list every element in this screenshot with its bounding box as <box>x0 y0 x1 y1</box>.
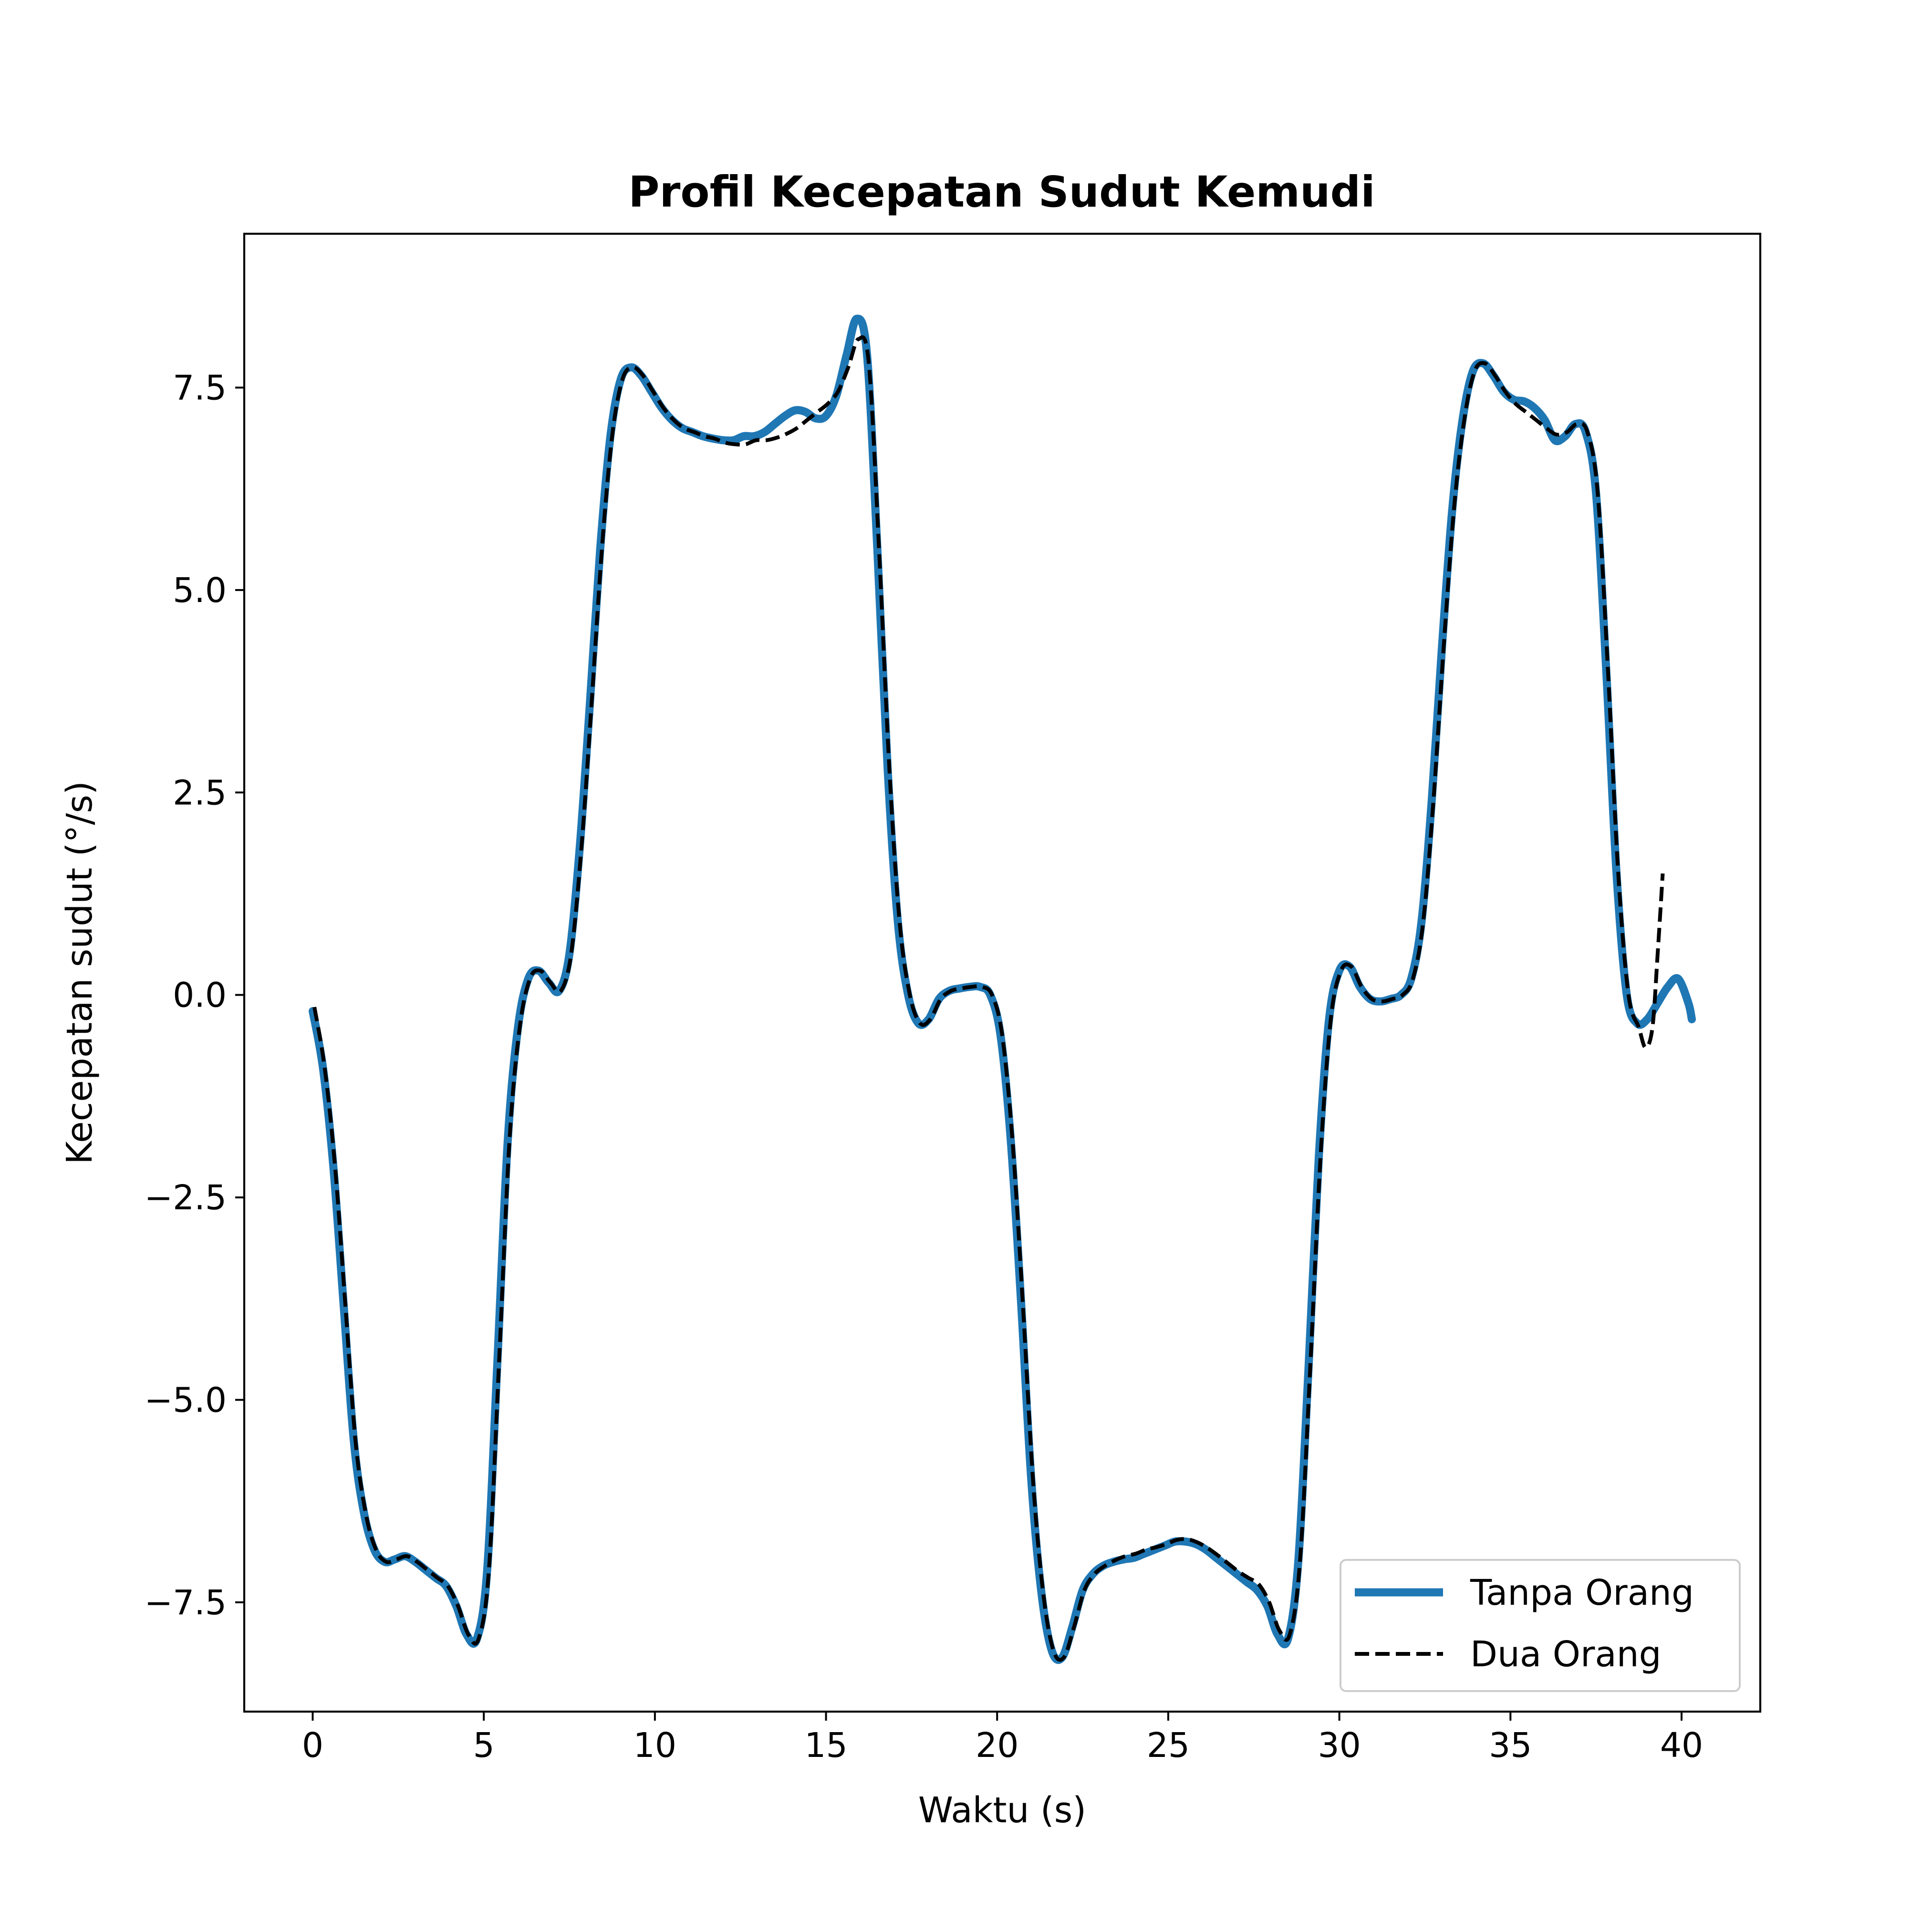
x-tick-label: 0 <box>302 1725 323 1765</box>
x-tick-label: 10 <box>634 1725 676 1765</box>
legend-label-dua-orang: Dua Orang <box>1470 1634 1662 1675</box>
series-line-dua-orang <box>312 335 1665 1662</box>
x-tick-label: 25 <box>1147 1725 1190 1765</box>
legend-label-tanpa-orang: Tanpa Orang <box>1470 1572 1694 1613</box>
chart-title: Profil Kecepatan Sudut Kemudi <box>628 167 1375 217</box>
x-tick-label: 40 <box>1660 1725 1703 1765</box>
y-tick-label: 7.5 <box>173 368 227 408</box>
x-axis-label: Waktu (s) <box>918 1790 1086 1831</box>
x-tick-label: 15 <box>804 1725 847 1765</box>
y-axis-label: Kecepatan sudut (°/s) <box>59 781 100 1164</box>
x-axis-ticks: 0 5 10 15 20 25 30 35 40 <box>302 1712 1703 1765</box>
y-tick-label: 0.0 <box>173 976 227 1015</box>
x-tick-label: 35 <box>1489 1725 1532 1765</box>
x-tick-label: 30 <box>1318 1725 1361 1765</box>
x-tick-label: 20 <box>976 1725 1018 1765</box>
x-tick-label: 5 <box>473 1725 495 1765</box>
legend: Tanpa Orang Dua Orang <box>1340 1559 1741 1692</box>
y-tick-label: −5.0 <box>145 1380 227 1420</box>
y-tick-label: −2.5 <box>145 1178 227 1217</box>
y-tick-label: −7.5 <box>145 1583 227 1622</box>
y-axis-ticks: −7.5 −5.0 −2.5 0.0 2.5 5.0 7.5 <box>145 368 244 1622</box>
plot-lines <box>309 314 1696 1664</box>
y-tick-label: 5.0 <box>173 571 227 610</box>
plot-frame <box>243 232 1762 1713</box>
y-tick-label: 2.5 <box>173 773 227 812</box>
